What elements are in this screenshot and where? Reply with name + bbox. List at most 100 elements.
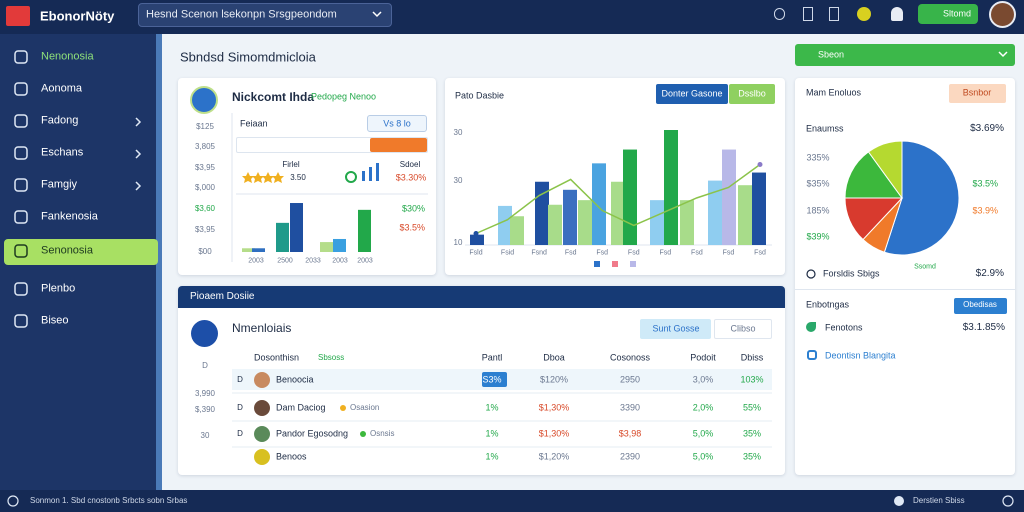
card-title: Pato Dasbie (455, 90, 505, 101)
dropdown-button[interactable] (370, 138, 427, 152)
x-tick-label: Fsd (691, 249, 703, 257)
sidebar-item: Senonosia (41, 244, 93, 257)
column-header: Dbiss (740, 352, 764, 363)
icon[interactable] (891, 7, 903, 21)
tag-dot (340, 405, 346, 411)
search-text: Hesnd Scenon lsekonpn Srsgpeondom (146, 8, 337, 21)
icon (345, 171, 357, 183)
button-label: Bsnbor (962, 87, 992, 98)
row-avatar (254, 400, 270, 416)
label: $3.5% (399, 222, 425, 233)
star (272, 172, 284, 183)
section-button[interactable] (954, 298, 1007, 314)
row-tag: Osnsis (370, 429, 395, 438)
status-text: Sonmon 1. Sbd cnostonb Srbcts sobn Srbas (30, 496, 188, 505)
x-tick-label: Fsld (469, 249, 483, 257)
pie-slice (883, 140, 960, 256)
primary-button[interactable] (656, 84, 728, 104)
dropdown[interactable] (236, 137, 428, 153)
cell: $1,30% (538, 402, 570, 413)
sidebar-item: Fankenosia (41, 210, 98, 223)
bar (611, 181, 625, 245)
column-header: Pantl (481, 352, 503, 363)
cell: $3,98 (618, 428, 642, 439)
axis-label: $3,95 (194, 163, 216, 172)
chevron (998, 51, 1008, 58)
axis-label: D (202, 361, 208, 370)
card-title: Mam Enoluos (806, 87, 862, 98)
row-tag: Osasion (350, 403, 380, 412)
secondary-button[interactable] (729, 84, 775, 104)
filter-label: Vs 8 lo (383, 118, 411, 129)
avatar[interactable] (989, 1, 1016, 28)
axis-label: $,000 (194, 183, 216, 192)
search-box[interactable] (138, 3, 392, 27)
axis-label: 3,805 (194, 142, 216, 151)
button-label: Clibso (730, 323, 756, 334)
cell: 35% (742, 451, 762, 462)
axis-label: $,390 (194, 405, 216, 414)
card-tag: Pedopeg Nenoo (311, 91, 377, 102)
star (252, 172, 264, 183)
pie-slice (867, 140, 903, 200)
label: Sdoel (399, 160, 421, 169)
label: D (237, 403, 243, 412)
row-avatar (254, 372, 270, 388)
row-name: Pandor Egosodng (276, 428, 349, 439)
bar (358, 209, 371, 252)
filter-box[interactable] (367, 115, 427, 132)
cell: 103% (740, 374, 764, 385)
menu-button[interactable] (795, 44, 1015, 66)
bar (498, 205, 512, 245)
bar (623, 149, 637, 245)
column-header: Podoit (690, 352, 716, 363)
bar (470, 234, 484, 245)
button-label: Obedisas (963, 300, 997, 309)
sidebar-active[interactable] (4, 239, 158, 265)
icon[interactable] (774, 8, 785, 20)
icon[interactable] (829, 7, 839, 21)
button-label: Sunt Gosse (652, 323, 700, 334)
icon (7, 495, 19, 507)
icon[interactable] (803, 7, 813, 21)
chevron (135, 117, 142, 127)
sidebar-icon (14, 178, 28, 192)
column-tag: Sbsoss (318, 353, 345, 362)
bar (680, 200, 694, 245)
link-icon (807, 350, 817, 360)
item-icon (806, 322, 816, 332)
cell: 35% (742, 428, 762, 439)
row-name: Dam Daciog (276, 402, 326, 413)
button-label: Donter Gasone (661, 88, 723, 99)
row-avatar (254, 426, 270, 442)
link: Deontisn Blangita (825, 350, 896, 361)
column-header: Dosonthisn (254, 352, 300, 363)
label: Enaumss (806, 123, 844, 134)
x-tick-label: Fsd (627, 249, 640, 257)
table-button[interactable] (640, 319, 711, 339)
label: $3.30% (395, 172, 427, 183)
x-tick-label: Fsd (596, 249, 609, 257)
label: D (237, 375, 243, 384)
table-title: Nmenloiais (232, 321, 292, 335)
action-button[interactable] (918, 4, 978, 24)
breakdown-button[interactable] (949, 84, 1006, 103)
x-tick-label: Fsid (500, 249, 515, 257)
axis-label: 30 (453, 128, 463, 137)
row-name: Benoos (276, 451, 307, 462)
bar (320, 242, 333, 252)
cell: $1,30% (538, 428, 570, 439)
bar (290, 203, 303, 252)
icon[interactable] (857, 7, 871, 21)
divider (795, 289, 1015, 290)
status-text: Derstien Sbiss (913, 496, 965, 505)
label: Forsldis Sbigs (823, 268, 880, 279)
card-title: Nickcomt Ihda (232, 90, 315, 104)
sidebar-item: Famgiy (41, 178, 78, 191)
table-button[interactable] (714, 319, 772, 339)
pie-label: 185% (806, 205, 830, 216)
bar (578, 200, 592, 245)
bar (276, 222, 289, 252)
